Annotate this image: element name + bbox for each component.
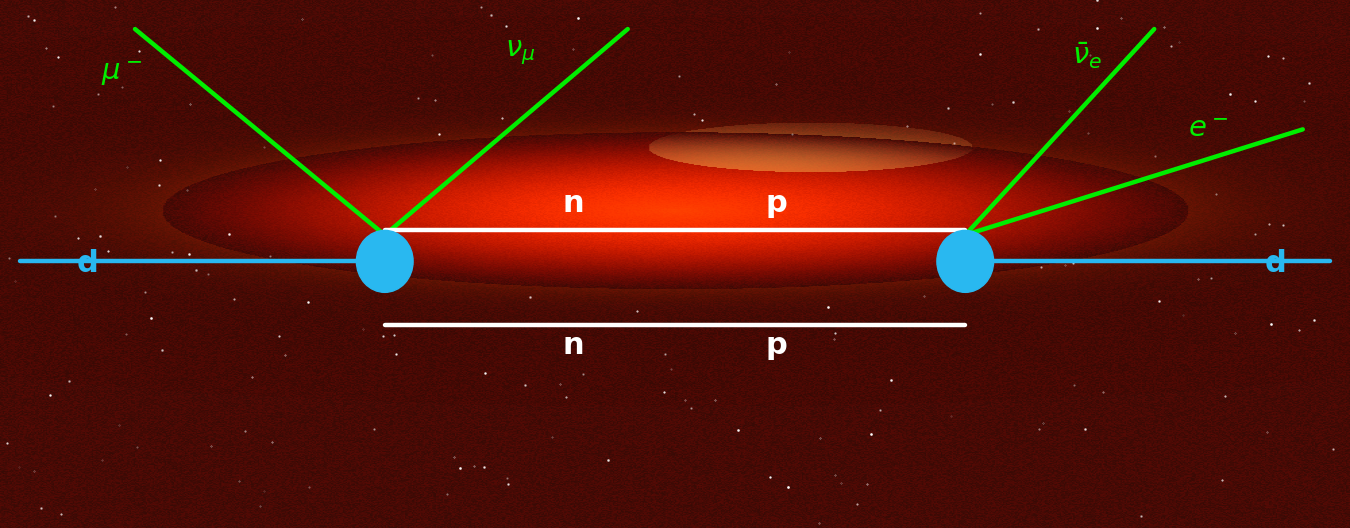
Text: $e^-$: $e^-$ xyxy=(1188,115,1228,144)
Text: d: d xyxy=(77,250,99,278)
Text: p: p xyxy=(765,332,787,360)
Text: $\bar{\nu}_e$: $\bar{\nu}_e$ xyxy=(1072,40,1102,71)
Text: p: p xyxy=(765,189,787,218)
Text: $\mu^-$: $\mu^-$ xyxy=(101,60,142,88)
Text: d: d xyxy=(1265,250,1287,278)
Ellipse shape xyxy=(356,230,413,293)
Text: $\nu_{\mu}$: $\nu_{\mu}$ xyxy=(505,39,535,67)
Text: n: n xyxy=(563,332,585,360)
Ellipse shape xyxy=(937,230,994,293)
Text: n: n xyxy=(563,189,585,218)
